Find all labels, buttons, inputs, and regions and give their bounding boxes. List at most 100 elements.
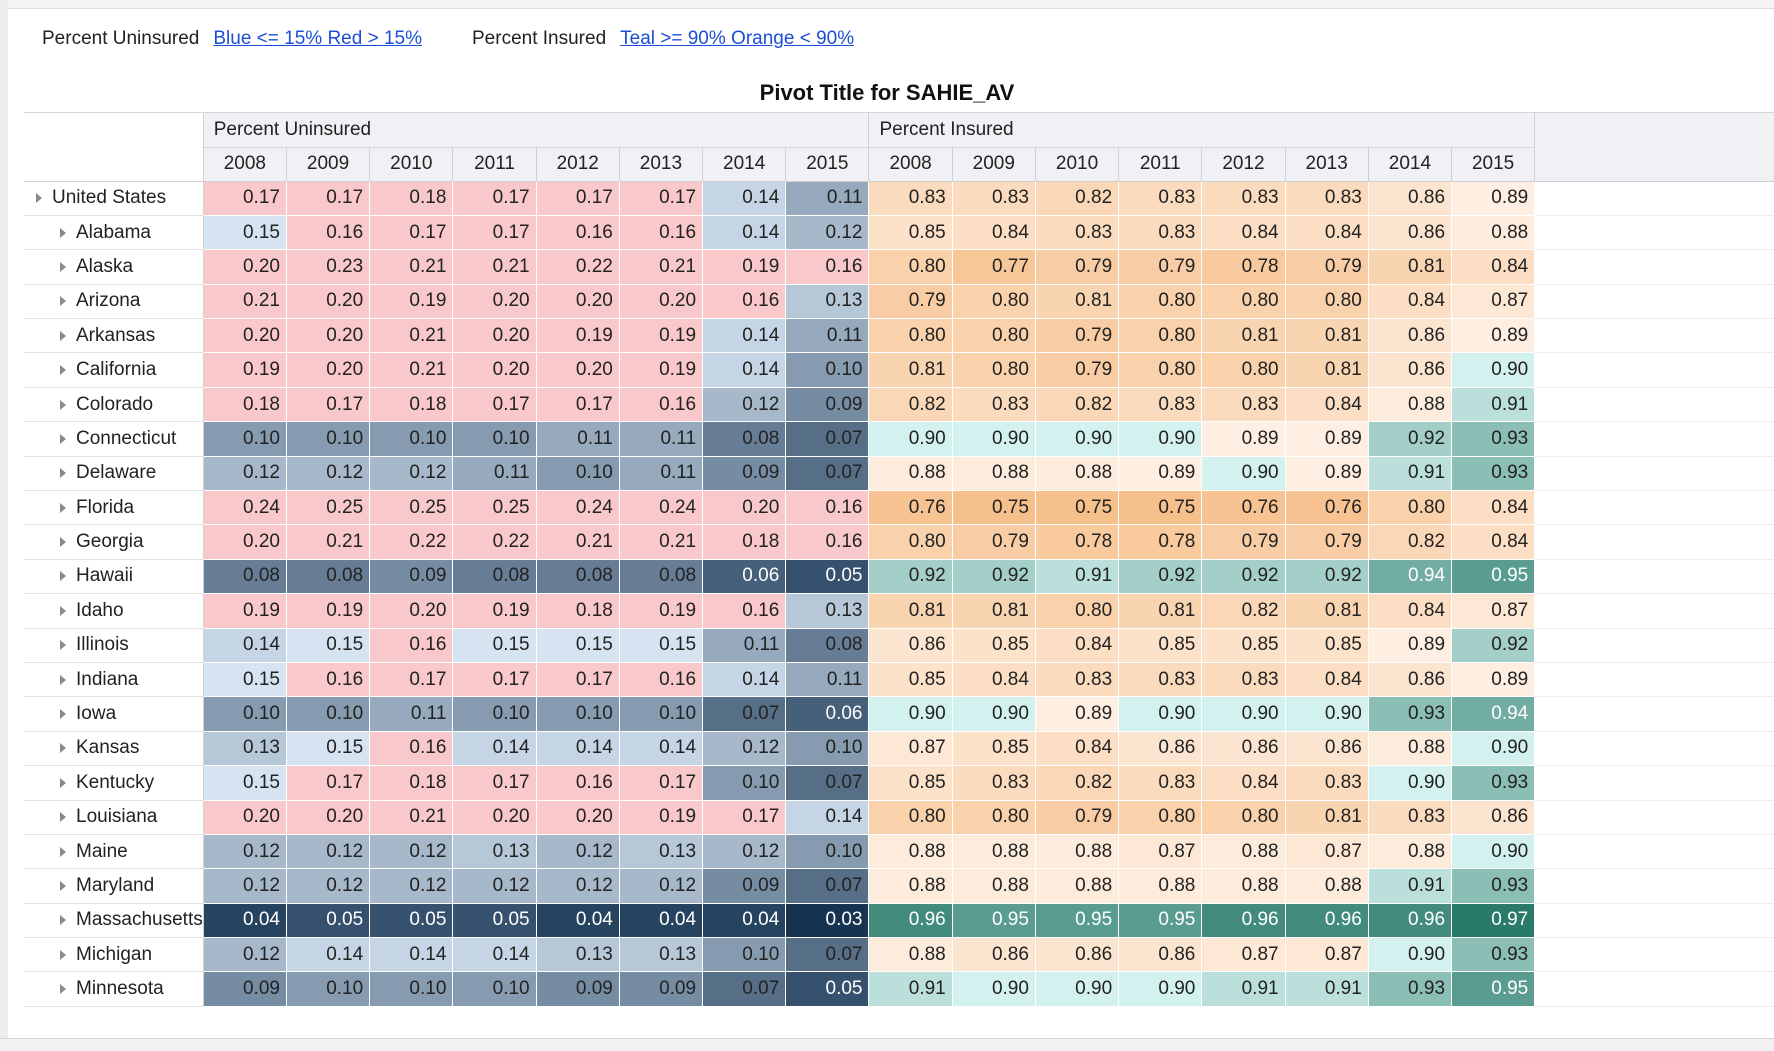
uninsured-value-cell[interactable]: 0.20: [536, 352, 620, 388]
uninsured-value-cell[interactable]: 0.12: [536, 868, 620, 904]
uninsured-value-cell[interactable]: 0.18: [369, 181, 454, 216]
insured-value-cell[interactable]: 0.90: [952, 696, 1036, 732]
insured-value-cell[interactable]: 0.78: [1035, 524, 1120, 560]
uninsured-value-cell[interactable]: 0.10: [785, 731, 870, 767]
uninsured-value-cell[interactable]: 0.17: [536, 662, 620, 698]
uninsured-value-cell[interactable]: 0.12: [286, 456, 371, 492]
insured-value-cell[interactable]: 0.78: [1201, 249, 1286, 285]
insured-value-cell[interactable]: 0.84: [1285, 662, 1369, 698]
insured-value-cell[interactable]: 0.93: [1451, 421, 1536, 457]
insured-value-cell[interactable]: 0.91: [1368, 868, 1453, 904]
uninsured-value-cell[interactable]: 0.17: [536, 181, 620, 216]
insured-value-cell[interactable]: 0.87: [1451, 284, 1536, 320]
uninsured-value-cell[interactable]: 0.17: [452, 662, 537, 698]
uninsured-value-cell[interactable]: 0.18: [536, 593, 620, 629]
insured-value-cell[interactable]: 0.85: [1285, 628, 1369, 663]
insured-value-cell[interactable]: 0.88: [1368, 731, 1453, 767]
uninsured-value-cell[interactable]: 0.17: [619, 765, 704, 801]
uninsured-year-header[interactable]: 2012: [536, 147, 620, 182]
insured-value-cell[interactable]: 0.90: [952, 421, 1036, 457]
insured-value-cell[interactable]: 0.90: [1035, 421, 1120, 457]
measure-header-uninsured[interactable]: Percent Uninsured: [203, 113, 870, 148]
insured-legend-link[interactable]: Teal >= 90% Orange < 90%: [620, 28, 855, 49]
insured-year-header[interactable]: 2013: [1285, 147, 1369, 182]
uninsured-value-cell[interactable]: 0.07: [785, 456, 870, 492]
row-header[interactable]: Alabama: [24, 215, 204, 251]
row-header[interactable]: Massachusetts: [24, 903, 204, 939]
uninsured-value-cell[interactable]: 0.04: [203, 903, 287, 939]
uninsured-value-cell[interactable]: 0.14: [702, 352, 787, 388]
expand-triangle-icon[interactable]: [60, 330, 66, 341]
uninsured-value-cell[interactable]: 0.13: [619, 834, 704, 870]
uninsured-value-cell[interactable]: 0.13: [452, 834, 537, 870]
expand-triangle-icon[interactable]: [60, 296, 66, 307]
insured-value-cell[interactable]: 0.88: [1451, 215, 1536, 251]
uninsured-year-header[interactable]: 2015: [785, 147, 870, 182]
uninsured-value-cell[interactable]: 0.05: [369, 903, 454, 939]
expand-triangle-icon[interactable]: [36, 193, 42, 204]
uninsured-value-cell[interactable]: 0.19: [369, 284, 454, 320]
uninsured-value-cell[interactable]: 0.10: [619, 696, 704, 732]
insured-value-cell[interactable]: 0.95: [1035, 903, 1120, 939]
insured-value-cell[interactable]: 0.93: [1451, 765, 1536, 801]
uninsured-value-cell[interactable]: 0.10: [785, 352, 870, 388]
insured-value-cell[interactable]: 0.95: [1118, 903, 1203, 939]
uninsured-value-cell[interactable]: 0.06: [702, 559, 787, 595]
insured-value-cell[interactable]: 0.89: [1201, 421, 1286, 457]
uninsured-value-cell[interactable]: 0.11: [785, 181, 870, 216]
insured-value-cell[interactable]: 0.90: [1118, 421, 1203, 457]
uninsured-value-cell[interactable]: 0.12: [286, 868, 371, 904]
uninsured-value-cell[interactable]: 0.12: [203, 456, 287, 492]
uninsured-legend-link[interactable]: Blue <= 15% Red > 15%: [213, 28, 422, 49]
insured-value-cell[interactable]: 0.88: [1285, 868, 1369, 904]
insured-value-cell[interactable]: 0.92: [1201, 559, 1286, 595]
uninsured-value-cell[interactable]: 0.16: [785, 524, 870, 560]
insured-value-cell[interactable]: 0.90: [868, 696, 953, 732]
uninsured-value-cell[interactable]: 0.08: [785, 628, 870, 663]
row-header[interactable]: Minnesota: [24, 971, 204, 1007]
insured-value-cell[interactable]: 0.86: [1368, 662, 1453, 698]
insured-value-cell[interactable]: 0.79: [1118, 249, 1203, 285]
uninsured-value-cell[interactable]: 0.16: [286, 662, 371, 698]
insured-value-cell[interactable]: 0.80: [952, 284, 1036, 320]
insured-value-cell[interactable]: 0.96: [868, 903, 953, 939]
insured-value-cell[interactable]: 0.89: [1451, 662, 1536, 698]
uninsured-value-cell[interactable]: 0.17: [203, 181, 287, 216]
uninsured-value-cell[interactable]: 0.10: [369, 971, 454, 1007]
uninsured-value-cell[interactable]: 0.22: [536, 249, 620, 285]
uninsured-value-cell[interactable]: 0.04: [536, 903, 620, 939]
insured-value-cell[interactable]: 0.76: [1201, 490, 1286, 526]
insured-value-cell[interactable]: 0.85: [868, 662, 953, 698]
insured-value-cell[interactable]: 0.79: [1285, 524, 1369, 560]
row-header[interactable]: Hawaii: [24, 559, 204, 595]
insured-value-cell[interactable]: 0.89: [1451, 181, 1536, 216]
uninsured-year-header[interactable]: 2014: [702, 147, 787, 182]
insured-value-cell[interactable]: 0.87: [1285, 834, 1369, 870]
uninsured-value-cell[interactable]: 0.25: [286, 490, 371, 526]
uninsured-value-cell[interactable]: 0.20: [452, 352, 537, 388]
insured-value-cell[interactable]: 0.83: [1201, 181, 1286, 216]
uninsured-value-cell[interactable]: 0.10: [452, 971, 537, 1007]
insured-value-cell[interactable]: 0.83: [1118, 387, 1203, 423]
uninsured-value-cell[interactable]: 0.15: [452, 628, 537, 663]
uninsured-value-cell[interactable]: 0.19: [286, 593, 371, 629]
insured-value-cell[interactable]: 0.79: [1035, 249, 1120, 285]
uninsured-value-cell[interactable]: 0.16: [785, 249, 870, 285]
row-header[interactable]: Maine: [24, 834, 204, 870]
uninsured-value-cell[interactable]: 0.07: [785, 421, 870, 457]
expand-triangle-icon[interactable]: [60, 915, 66, 926]
insured-value-cell[interactable]: 0.89: [1451, 318, 1536, 354]
insured-value-cell[interactable]: 0.96: [1201, 903, 1286, 939]
insured-value-cell[interactable]: 0.77: [952, 249, 1036, 285]
insured-value-cell[interactable]: 0.84: [952, 662, 1036, 698]
insured-value-cell[interactable]: 0.76: [1285, 490, 1369, 526]
uninsured-value-cell[interactable]: 0.18: [702, 524, 787, 560]
uninsured-value-cell[interactable]: 0.20: [203, 318, 287, 354]
expand-triangle-icon[interactable]: [60, 777, 66, 788]
uninsured-value-cell[interactable]: 0.09: [203, 971, 287, 1007]
insured-value-cell[interactable]: 0.87: [1201, 937, 1286, 973]
insured-year-header[interactable]: 2010: [1035, 147, 1120, 182]
insured-value-cell[interactable]: 0.80: [1118, 352, 1203, 388]
uninsured-value-cell[interactable]: 0.19: [619, 800, 704, 835]
insured-value-cell[interactable]: 0.87: [1118, 834, 1203, 870]
